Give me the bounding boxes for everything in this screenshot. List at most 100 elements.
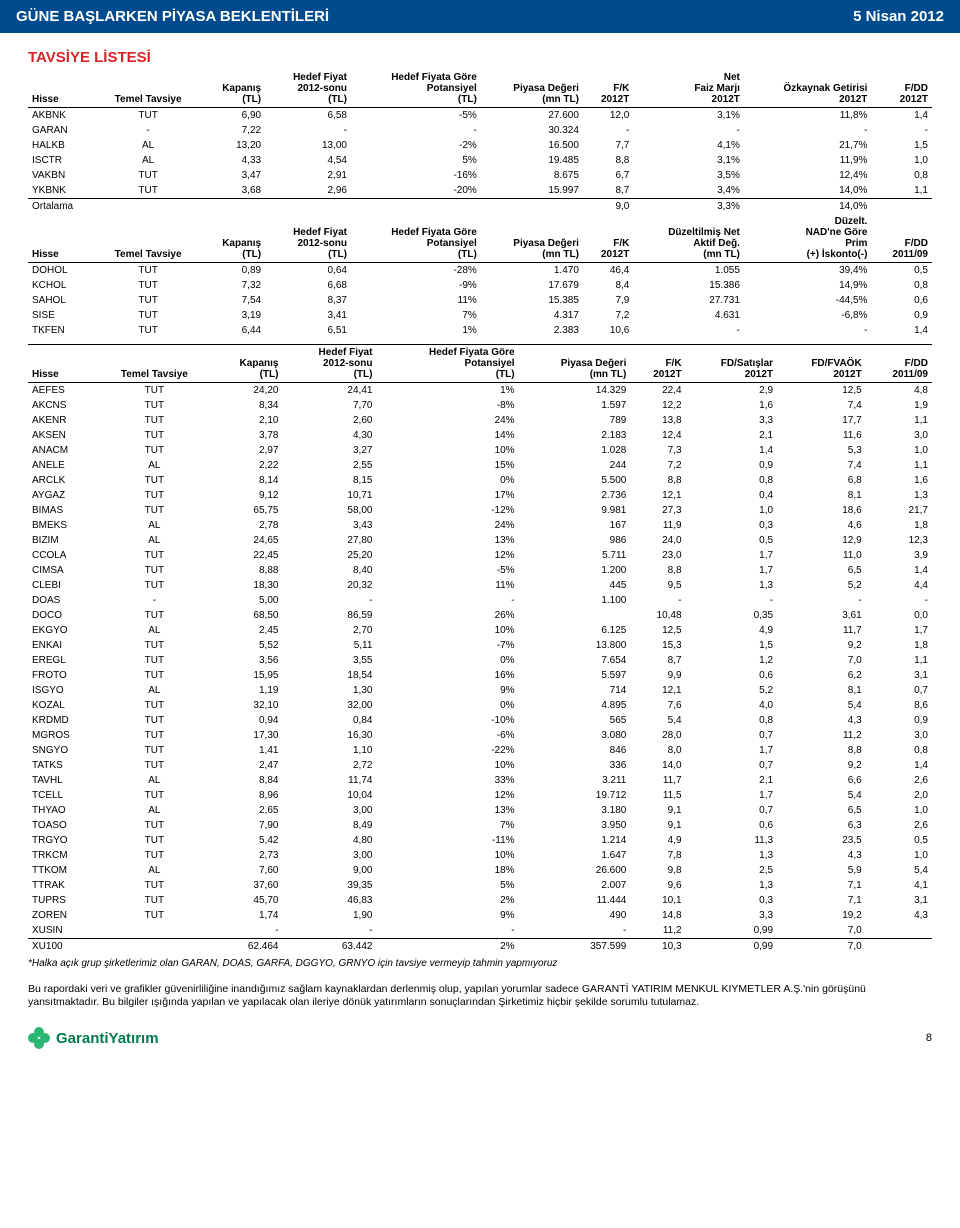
cell: -11% [376,833,518,848]
logo-text: GarantiYatırım [56,1030,159,1047]
cell: 5,2 [686,683,777,698]
cell: AL [98,863,212,878]
col-header: F/K2012T [630,345,685,383]
table-row: TKFENTUT6,446,511%2.38310,6--1,4 [28,323,932,338]
cell: 2.007 [519,878,631,893]
cell: 565 [519,713,631,728]
cell: 1,8 [866,518,932,533]
cell: 3,27 [282,443,376,458]
cell: 3,1% [633,153,744,168]
table-row: TRGYOTUT5,424,80-11%1.2144,911,323,50,5 [28,833,932,848]
cell: KOZAL [28,698,98,713]
cell: TUT [96,308,200,323]
cell: 1,9 [866,398,932,413]
cell: 8,88 [211,563,282,578]
cell: 16.500 [481,138,583,153]
cell: 1,0 [866,443,932,458]
cell: 0,8 [871,168,932,183]
cell: AL [98,533,212,548]
cell: VAKBN [28,168,96,183]
cell: CCOLA [28,548,98,563]
cell: 58,00 [282,503,376,518]
cell: 17,30 [211,728,282,743]
col-header: FD/Satışlar2012T [686,345,777,383]
cell: 4,80 [282,833,376,848]
cell: AKENR [28,413,98,428]
cell: 3,0 [866,428,932,443]
cell: - [376,593,518,608]
cell: MGROS [28,728,98,743]
cell: -6% [376,728,518,743]
cell: 46,4 [583,263,633,279]
col-header: F/K2012T [583,214,633,263]
cell [96,199,200,215]
col-header: Kapanış(TL) [200,214,265,263]
cell: 4.631 [633,308,744,323]
cell: -10% [376,713,518,728]
cell: 25,20 [282,548,376,563]
cell: 2,96 [265,183,351,199]
cell: 1,3 [686,578,777,593]
cell: 5,2 [777,578,866,593]
cell: TRGYO [28,833,98,848]
cell: 24,20 [211,383,282,399]
cell: TUT [98,758,212,773]
cell: 789 [519,413,631,428]
cell [871,199,932,215]
disclaimer: Bu rapordaki veri ve grafikler güvenirli… [28,983,932,1009]
cell: FROTO [28,668,98,683]
cell: 3.080 [519,728,631,743]
cell: 7,9 [583,293,633,308]
cell: 3,1% [633,108,744,124]
cell: TUT [98,743,212,758]
col-header: Hedef Fiyata GörePotansiyel(TL) [376,345,518,383]
table-row: TTKOMAL7,609,0018%26.6009,82,55,95,4 [28,863,932,878]
cell [351,199,481,215]
cell: 6,7 [583,168,633,183]
cell: 62.464 [211,939,282,955]
cell: AKSEN [28,428,98,443]
cell: 12,1 [630,683,685,698]
cell: 6,68 [265,278,351,293]
cell: TUT [98,848,212,863]
cell: 0,9 [871,308,932,323]
cell: 7,22 [200,123,265,138]
table-row: AKCNSTUT8,347,70-8%1.59712,21,67,41,9 [28,398,932,413]
cell: 23,0 [630,548,685,563]
cell: 12,5 [630,623,685,638]
col-header: Temel Tavsiye [96,214,200,263]
cell: 9% [376,908,518,923]
cell: - [633,323,744,338]
cell: DOAS [28,593,98,608]
cell: 1.647 [519,848,631,863]
cell: -7% [376,638,518,653]
cell: 6.125 [519,623,631,638]
cell: TUT [98,548,212,563]
col-header: Kapanış(TL) [200,70,265,108]
table-row: BIMASTUT65,7558,00-12%9.98127,31,018,621… [28,503,932,518]
cell: 13% [376,803,518,818]
cell: 0,5 [866,833,932,848]
cell: 14.329 [519,383,631,399]
cell: TRKCM [28,848,98,863]
table-row: CCOLATUT22,4525,2012%5.71123,01,711,03,9 [28,548,932,563]
cell: 2,72 [282,758,376,773]
cell: - [744,323,872,338]
cell: 11,9% [744,153,872,168]
cell: 3,43 [282,518,376,533]
col-header: Hedef Fiyat2012-sonu(TL) [282,345,376,383]
cell: 11,2 [777,728,866,743]
table-row: SISETUT3,193,417%4.3177,24.631-6,8%0,9 [28,308,932,323]
cell: 3,47 [200,168,265,183]
cell: - [265,123,351,138]
cell: 0,8 [866,743,932,758]
table-row: CLEBITUT18,3020,3211%4459,51,35,24,4 [28,578,932,593]
cell: 2.383 [481,323,583,338]
cell: 8,1 [777,683,866,698]
cell: 7,0 [777,923,866,939]
cell: CIMSA [28,563,98,578]
cell: 9,00 [282,863,376,878]
cell: 1.055 [633,263,744,279]
cell: 24% [376,413,518,428]
cell: TUPRS [28,893,98,908]
